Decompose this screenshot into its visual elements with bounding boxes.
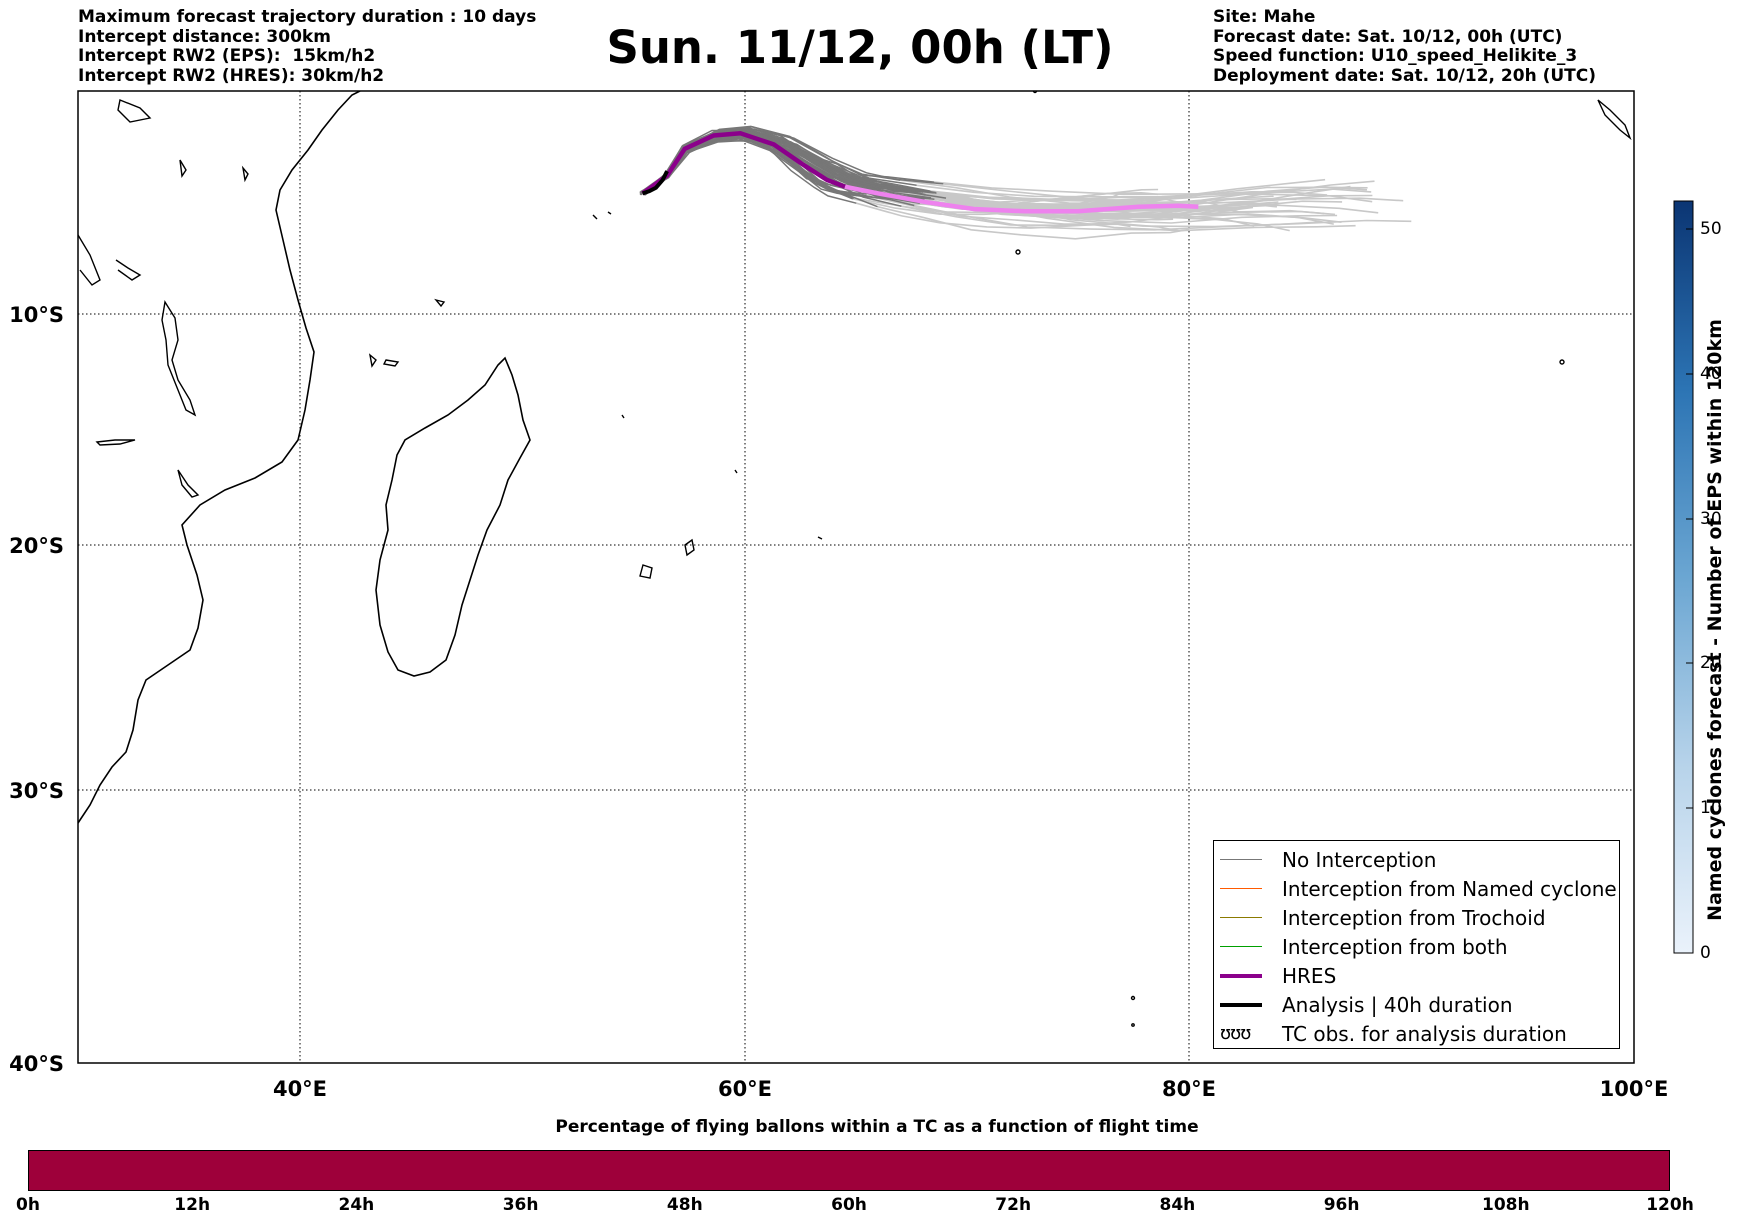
timebar-title: Percentage of flying ballons within a TC…: [555, 1117, 1199, 1137]
legend-item-no-interception: No Interception: [1220, 845, 1436, 874]
map-title: Sun. 11/12, 00h (LT): [606, 21, 1114, 74]
lon-tick-80e: 80°E: [1162, 1077, 1216, 1101]
legend-swatch-analysis: [1220, 1002, 1262, 1007]
colorbar-tick-0: 0: [1700, 943, 1711, 963]
colorbar: [1673, 200, 1694, 954]
map-content: [78, 91, 1634, 1063]
legend-label-no-interception: No Interception: [1282, 847, 1437, 872]
timebar: [28, 1150, 1670, 1191]
header-line-speed-function: Speed function: U10_speed_Helikite_3: [1213, 46, 1578, 66]
map-frame: [77, 90, 1635, 1064]
lat-tick-labels: 10°S 20°S 30°S 40°S: [9, 303, 64, 1076]
lon-tick-labels: 40°E 60°E 80°E 100°E: [273, 1077, 1668, 1101]
ensemble-track-late: [934, 181, 1373, 203]
colorbar-label-text: Named cyclones forecast - Number of EPS …: [1704, 319, 1726, 921]
legend-label-trochoid: Interception from Trochoid: [1282, 905, 1546, 930]
colorbar-tick-10: 10: [1700, 798, 1722, 818]
legend-item-tc-obs: ʊʊʊ TC obs. for analysis duration: [1220, 1019, 1567, 1048]
header-line-forecast-date: Forecast date: Sat. 10/12, 00h (UTC): [1213, 26, 1563, 47]
ensemble-track-late: [914, 204, 1318, 231]
cyclone-symbol-icon: ʊʊʊ: [1220, 1023, 1251, 1044]
legend-item-named-cyclone: Interception from Named cyclone: [1220, 874, 1617, 903]
gridlines: [78, 91, 1634, 1063]
header-info-left: Maximum forecast trajectory duration : 1…: [78, 7, 537, 86]
legend-swatch-hres: [1220, 973, 1262, 978]
lat-tick-30s: 30°S: [9, 779, 64, 803]
legend-item-both: Interception from both: [1220, 932, 1508, 961]
legend-item-trochoid: Interception from Trochoid: [1220, 903, 1546, 932]
legend-label-named-cyclone: Interception from Named cyclone: [1282, 876, 1617, 901]
lon-tick-100e: 100°E: [1600, 1077, 1669, 1101]
coastline-north: [78, 234, 142, 286]
legend-label-both: Interception from both: [1282, 934, 1508, 959]
legend-swatch-trochoid: [1220, 917, 1262, 918]
timebar-tick-0h: 0h: [16, 1195, 40, 1215]
colorbar-tick-20: 20: [1700, 653, 1722, 673]
timebar-tick-72h: 72h: [995, 1195, 1032, 1215]
timebar-tick-36h: 36h: [502, 1195, 539, 1215]
lake-malawi: [177, 469, 200, 498]
legend-label-analysis: Analysis | 40h duration: [1282, 992, 1513, 1017]
ensemble-track-late: [872, 196, 1180, 232]
ensemble-track-late: [877, 205, 1190, 240]
coastline-madagascar: [375, 356, 531, 677]
header-line-distance: Intercept distance: 300km: [78, 26, 331, 47]
legend-item-analysis: Analysis | 40h duration: [1220, 990, 1513, 1019]
legend-item-hres: HRES: [1220, 961, 1336, 990]
legend-label-hres: HRES: [1282, 963, 1337, 988]
ensemble-track-late: [897, 189, 1257, 219]
ensemble-track-late: [923, 190, 1336, 216]
ensemble-track-late: [943, 183, 1404, 204]
ensemble-track-late: [933, 186, 1368, 205]
timebar-tick-108h: 108h: [1482, 1195, 1530, 1215]
legend: No Interception Interception from Named …: [1213, 840, 1620, 1049]
coastline-africa: [78, 91, 361, 824]
lat-tick-40s: 40°S: [9, 1052, 64, 1076]
legend-swatch-both: [1220, 946, 1262, 947]
lon-tick-60e: 60°E: [718, 1077, 772, 1101]
ensemble-track-late: [907, 191, 1290, 232]
timebar-tick-96h: 96h: [1323, 1195, 1360, 1215]
hres-track: [641, 131, 846, 196]
header-line-duration: Maximum forecast trajectory duration : 1…: [78, 7, 537, 27]
ensemble-track-late: [934, 198, 1379, 214]
lat-tick-10s: 10°S: [9, 303, 64, 327]
lake-tanganyika: [161, 300, 197, 417]
header-line-deployment-date: Deployment date: Sat. 10/12, 20h (UTC): [1213, 65, 1597, 86]
timebar-tick-12h: 12h: [174, 1195, 211, 1215]
timebar-tick-60h: 60h: [831, 1195, 867, 1215]
legend-swatch-named-cyclone: [1220, 888, 1262, 889]
timebar-tick-84h: 84h: [1159, 1195, 1196, 1215]
timebar-tick-120h: 120h: [1646, 1195, 1694, 1215]
legend-label-tc-obs: TC obs. for analysis duration: [1282, 1021, 1567, 1046]
header-line-site: Site: Mahe: [1213, 7, 1316, 27]
lat-tick-20s: 20°S: [9, 534, 64, 558]
timebar-tick-48h: 48h: [666, 1195, 703, 1215]
header-info-right: Site: Mahe Forecast date: Sat. 10/12, 00…: [1213, 7, 1597, 86]
header-line-rw2-hres: Intercept RW2 (HRES): 30km/h2: [78, 65, 385, 86]
colorbar-ticks: [1686, 228, 1693, 954]
header-line-rw2-eps: Intercept RW2 (EPS): 15km/h2: [78, 46, 376, 66]
lake-kariba: [95, 439, 136, 446]
hres-track-later: [844, 184, 1199, 214]
lon-tick-40e: 40°E: [273, 1077, 327, 1101]
analysis-track: [641, 170, 669, 196]
colorbar-tick-50: 50: [1700, 219, 1722, 239]
legend-swatch-no-interception: [1220, 859, 1262, 860]
timebar-tick-24h: 24h: [338, 1195, 375, 1215]
ensemble-tracks-early: [639, 125, 947, 208]
islands: [117, 91, 1632, 1027]
colorbar-tick-40: 40: [1700, 364, 1722, 384]
colorbar-tick-30: 30: [1700, 509, 1722, 529]
ensemble-track-late: [935, 188, 1372, 203]
